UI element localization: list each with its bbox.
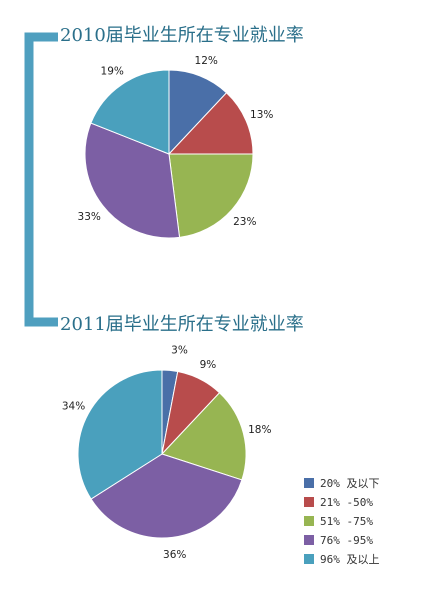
legend-swatch [304, 535, 314, 545]
pie-slice [167, 92, 254, 155]
pie-slice [168, 153, 254, 238]
legend-label: 51% -75% [320, 515, 373, 528]
bracket-decoration [24, 32, 58, 327]
pie-slice [161, 392, 247, 481]
legend-label: 76% -95% [320, 534, 373, 547]
legend-swatch [304, 516, 314, 526]
pie-chart-2011: 3% 9% 18% 36% 34% [62, 344, 272, 561]
legend-label: 20% 及以下 [320, 477, 380, 490]
pie-slice [77, 369, 163, 500]
pie-data-label: 23% [233, 216, 256, 228]
legend-swatch [304, 478, 314, 488]
pie-slice [90, 453, 243, 539]
pie-data-label: 3% [171, 344, 188, 356]
legend-label: 21% -50% [320, 496, 373, 509]
pie-data-label: 36% [163, 549, 186, 561]
pie-slice [168, 69, 228, 156]
pie-data-label: 34% [62, 400, 85, 412]
pie-chart-2010: 12% 13% 23% 33% 19% [78, 55, 273, 239]
chart-title-2010: 2010届毕业生所在专业就业率 [60, 25, 304, 46]
pie-data-label: 9% [200, 359, 217, 371]
chart-legend: 20% 及以下 21% -50% 51% -75% 76% -95% 96% 及以上 [304, 477, 380, 566]
legend-swatch [304, 554, 314, 564]
chart-title-2011: 2011届毕业生所在专业就业率 [60, 314, 304, 335]
legend-label: 96% 及以上 [320, 553, 380, 566]
pie-slice [90, 69, 170, 155]
pie-data-label: 19% [101, 66, 124, 78]
pie-data-label: 13% [250, 109, 273, 121]
pie-data-label: 12% [195, 55, 218, 67]
pie-data-label: 18% [248, 424, 271, 436]
pie-data-label: 33% [78, 211, 101, 223]
pie-slice [84, 122, 181, 239]
legend-swatch [304, 497, 314, 507]
